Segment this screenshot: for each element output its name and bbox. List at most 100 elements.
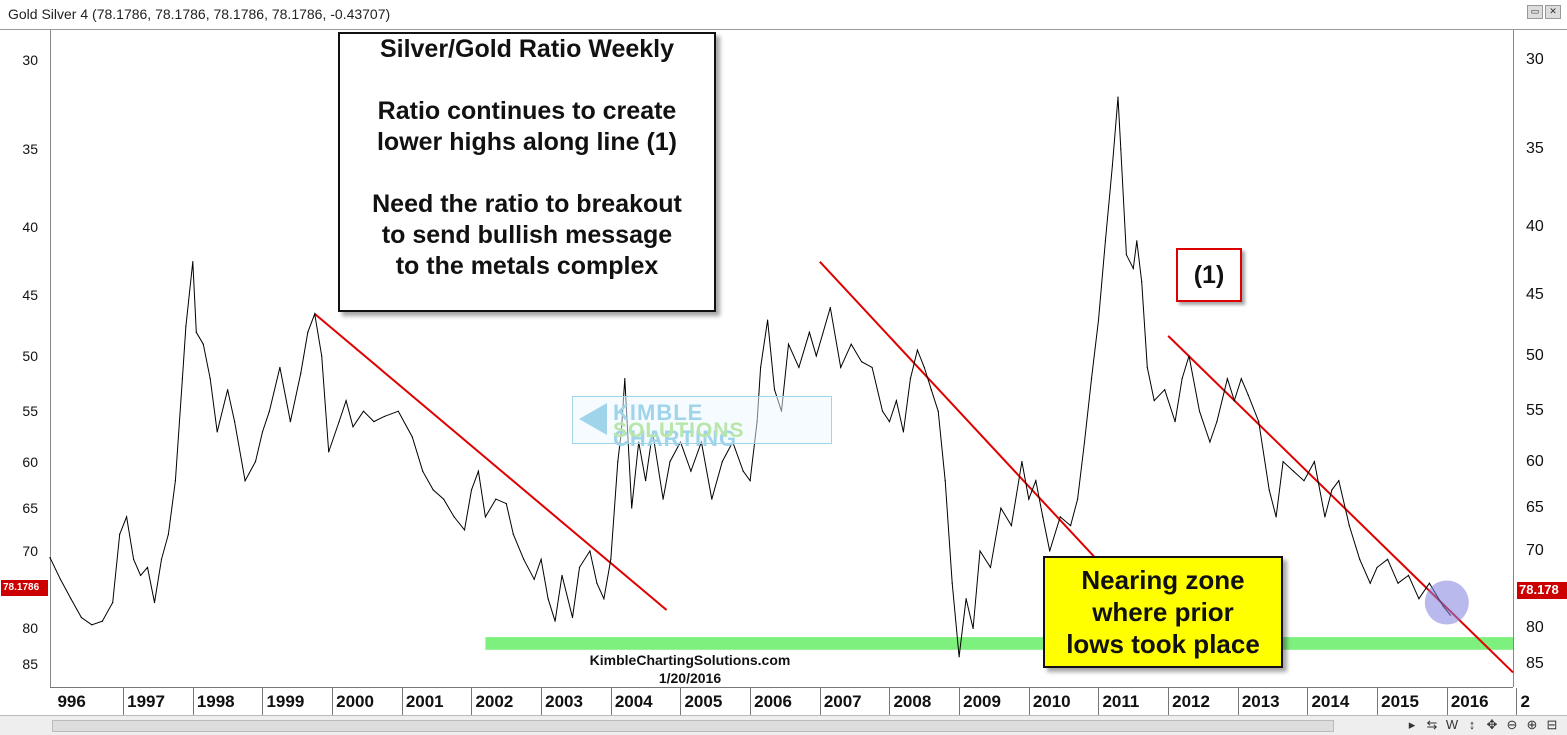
- info-line: [340, 65, 714, 96]
- y-tick-label-left: 50: [22, 347, 38, 364]
- data-point: [766, 319, 769, 321]
- zone-label-line: Nearing zone: [1081, 565, 1245, 595]
- data-point: [167, 533, 170, 535]
- x-tick: [819, 688, 821, 716]
- data-point: [578, 566, 581, 568]
- y-axis-left: 303540455055606570758085: [0, 30, 51, 687]
- play-icon[interactable]: ▸: [1408, 717, 1416, 732]
- data-point: [1181, 378, 1183, 380]
- data-point: [1209, 441, 1211, 443]
- x-tick-label: 996: [57, 692, 86, 711]
- data-point: [1397, 582, 1399, 584]
- x-tick: [889, 688, 891, 716]
- support-zone-label: Nearing zone where prior lows took place: [1043, 556, 1283, 668]
- fit-icon[interactable]: ⇆: [1426, 717, 1438, 732]
- scrollbar-track[interactable]: [52, 720, 1334, 732]
- data-point: [1104, 240, 1107, 242]
- data-point: [1090, 378, 1093, 380]
- y-tick-label-left: 35: [22, 141, 38, 158]
- window-controls: ▭ ✕: [1527, 5, 1561, 19]
- trendline-1-label: (1): [1176, 248, 1242, 302]
- x-tick: [1098, 688, 1100, 716]
- data-point: [1418, 598, 1420, 600]
- minimize-icon[interactable]: ⊟: [1546, 717, 1558, 732]
- data-point: [470, 489, 473, 491]
- data-point: [944, 480, 946, 482]
- data-point: [192, 261, 194, 263]
- y-tick-label-left: 60: [22, 453, 38, 470]
- data-point: [1028, 498, 1030, 500]
- data-point: [554, 620, 556, 622]
- data-point: [965, 598, 967, 600]
- data-point: [909, 378, 911, 380]
- x-tick-label: 2012: [1172, 692, 1210, 711]
- data-point: [160, 558, 163, 560]
- data-point: [979, 550, 981, 552]
- x-tick-label: 2005: [684, 692, 723, 711]
- data-point: [1282, 461, 1284, 463]
- chart-scrollbar[interactable]: ▸ ⇆ W ↕ ✥ ⊖ ⊕ ⊟: [0, 715, 1567, 735]
- data-point: [533, 578, 535, 580]
- x-tick-label: 2016: [1450, 692, 1489, 711]
- data-point: [662, 498, 664, 500]
- data-point: [690, 470, 692, 472]
- data-point: [139, 574, 142, 576]
- restore-icon[interactable]: ▭: [1527, 5, 1543, 19]
- data-point: [760, 366, 762, 369]
- data-point: [254, 461, 257, 463]
- zoom-out-icon[interactable]: ⊖: [1506, 717, 1518, 732]
- x-tick-label: 2000: [336, 692, 374, 711]
- data-point: [1338, 480, 1340, 482]
- x-tick-label: 2009: [963, 692, 1001, 711]
- data-point: [1000, 507, 1002, 509]
- zoom-in-icon[interactable]: ⊕: [1526, 717, 1538, 732]
- zone-label-line: where prior: [1092, 597, 1234, 627]
- data-point: [1275, 516, 1277, 518]
- data-point: [153, 601, 156, 604]
- timeframe-button[interactable]: W: [1445, 717, 1459, 732]
- x-axis: 996 1997 1998 1999 2000 2001 2002 2003 2004 2005 2…: [50, 687, 1530, 716]
- watermark-line2: SOLUTIONS: [613, 419, 745, 442]
- info-line: to the metals complex: [395, 252, 659, 280]
- data-point: [126, 516, 128, 518]
- data-point: [1136, 240, 1138, 242]
- data-point: [422, 470, 424, 472]
- x-tick-label: 2: [1520, 692, 1530, 711]
- data-point: [216, 431, 218, 433]
- data-point: [1226, 378, 1228, 380]
- data-point: [383, 415, 385, 418]
- data-point: [362, 410, 365, 412]
- data-point: [70, 598, 72, 600]
- data-point: [1348, 525, 1350, 527]
- data-point: [352, 426, 354, 428]
- credit: KimbleChartingSolutions.com 1/20/2016: [540, 651, 840, 687]
- move-icon[interactable]: ✥: [1486, 717, 1498, 732]
- x-tick-label: 2013: [1241, 692, 1280, 711]
- y-tick-label-right: 40: [1526, 217, 1544, 235]
- x-tick: [471, 688, 473, 716]
- data-point: [989, 566, 992, 568]
- data-point: [916, 349, 918, 351]
- watermark-logo: KIMBLE CHARTING SOLUTIONS: [572, 396, 832, 451]
- data-point: [59, 578, 62, 580]
- info-line: Need the ratio to breakout: [372, 190, 682, 218]
- x-tick-label: 2008: [893, 692, 932, 711]
- x-tick: [401, 688, 403, 716]
- data-point: [411, 436, 413, 438]
- data-point: [1117, 96, 1119, 98]
- data-point: [1083, 441, 1086, 443]
- data-point: [80, 616, 82, 619]
- x-tick: [541, 688, 543, 716]
- trend-1999-2004: [314, 313, 668, 611]
- x-tick: [1377, 688, 1379, 716]
- x-tick-label: 2011: [1102, 692, 1140, 711]
- data-point: [338, 421, 340, 423]
- up-down-icon[interactable]: ↕: [1468, 717, 1476, 732]
- credit-site: KimbleChartingSolutions.com: [589, 652, 791, 668]
- x-tick: [750, 688, 752, 716]
- data-point: [1070, 525, 1072, 527]
- data-point: [1120, 148, 1122, 150]
- close-icon[interactable]: ✕: [1545, 5, 1561, 19]
- info-line: Silver/Gold Ratio Weekly: [379, 35, 675, 63]
- x-tick-label: 2004: [614, 692, 653, 711]
